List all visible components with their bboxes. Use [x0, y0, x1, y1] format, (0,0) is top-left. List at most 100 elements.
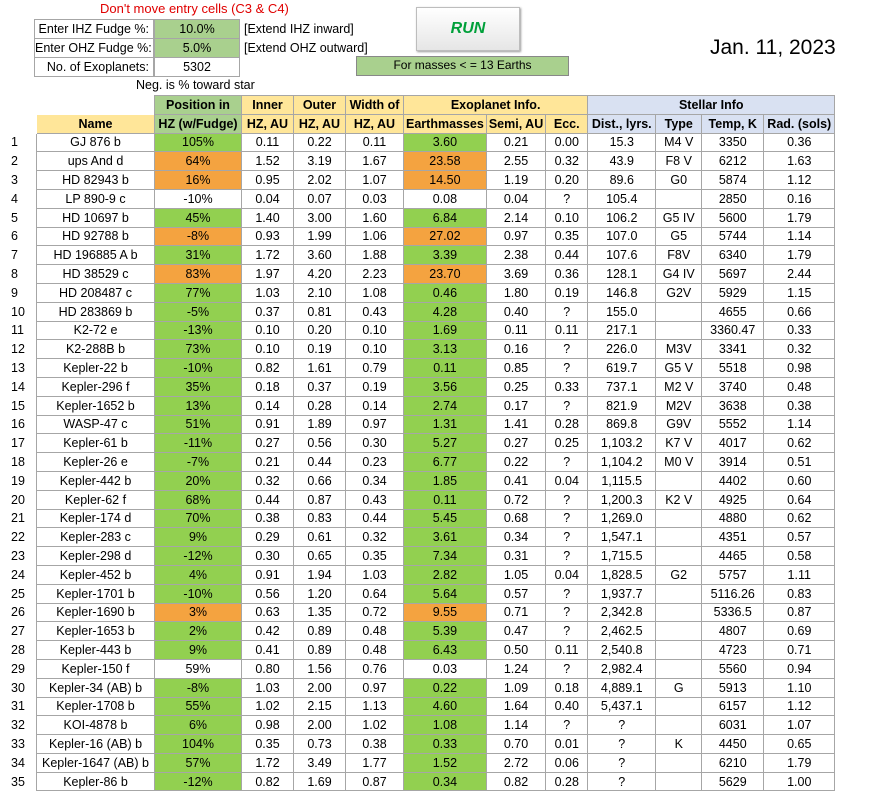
semi-major-axis-cell[interactable]: 1.64 — [485, 696, 547, 717]
semi-major-axis-cell[interactable]: 0.21 — [485, 132, 547, 153]
semi-major-axis-cell[interactable]: 0.25 — [485, 376, 547, 397]
eccentricity-cell[interactable]: ? — [545, 301, 589, 322]
star-type-cell[interactable]: K7 V — [655, 433, 703, 454]
width-hz-cell[interactable]: 0.97 — [345, 677, 404, 698]
earthmasses-cell[interactable]: 6.43 — [403, 640, 487, 660]
earthmasses-cell[interactable]: 1.85 — [403, 470, 487, 491]
row-index-cell[interactable]: 24 — [0, 565, 37, 585]
star-type-cell[interactable]: M0 V — [655, 452, 703, 472]
exoplanet-count-value[interactable]: 5302 — [154, 57, 240, 77]
planet-name-cell[interactable]: K2-288B b — [36, 339, 155, 360]
star-temp-cell[interactable]: 6210 — [701, 752, 765, 773]
star-type-cell[interactable]: G0 — [655, 170, 703, 190]
star-temp-cell[interactable]: 5874 — [701, 170, 765, 190]
star-temp-cell[interactable]: 5757 — [701, 564, 765, 585]
star-type-cell[interactable]: G4 IV — [655, 264, 703, 284]
semi-major-axis-cell[interactable]: 1.19 — [485, 170, 547, 190]
outer-hz-cell[interactable]: 0.20 — [293, 320, 346, 341]
row-index-cell[interactable]: 32 — [0, 715, 37, 735]
hz-position-cell[interactable]: 4% — [154, 564, 242, 585]
outer-hz-cell[interactable]: 0.07 — [293, 188, 346, 209]
earthmasses-cell[interactable]: 0.11 — [403, 358, 487, 378]
star-radius-cell[interactable]: 1.12 — [763, 170, 836, 190]
semi-major-axis-cell[interactable]: 0.70 — [485, 734, 547, 754]
star-radius-cell[interactable]: 0.32 — [763, 339, 836, 360]
eccentricity-cell[interactable]: 0.25 — [545, 433, 589, 454]
row-index-cell[interactable]: 13 — [0, 358, 37, 378]
star-temp-cell[interactable]: 5697 — [701, 264, 765, 284]
ohz-fudge-input[interactable]: 5.0% — [154, 38, 240, 58]
hz-position-cell[interactable]: -8% — [154, 226, 242, 247]
eccentricity-cell[interactable]: ? — [545, 489, 589, 510]
width-hz-cell[interactable]: 1.88 — [345, 245, 404, 266]
width-hz-cell[interactable]: 0.19 — [345, 376, 404, 397]
distance-cell[interactable]: 107.6 — [587, 245, 657, 266]
semi-major-axis-cell[interactable]: 1.09 — [485, 677, 547, 698]
row-index-cell[interactable]: 19 — [0, 471, 37, 491]
width-hz-cell[interactable]: 1.67 — [345, 151, 404, 172]
star-temp-cell[interactable]: 4450 — [701, 734, 765, 754]
width-hz-cell[interactable]: 0.44 — [345, 508, 404, 529]
width-hz-cell[interactable]: 1.03 — [345, 564, 404, 585]
inner-hz-cell[interactable]: 1.02 — [241, 696, 294, 717]
star-type-cell[interactable]: G5 IV — [655, 207, 703, 228]
hz-position-cell[interactable]: 35% — [154, 376, 242, 397]
semi-major-axis-cell[interactable]: 3.69 — [485, 264, 547, 284]
star-radius-cell[interactable]: 0.69 — [763, 621, 836, 642]
width-hz-cell[interactable]: 0.48 — [345, 621, 404, 642]
star-type-cell[interactable]: F8V — [655, 245, 703, 266]
outer-hz-cell[interactable]: 0.28 — [293, 395, 346, 416]
star-temp-cell[interactable]: 5600 — [701, 207, 765, 228]
earthmasses-cell[interactable]: 5.45 — [403, 508, 487, 529]
planet-name-cell[interactable]: KOI-4878 b — [36, 715, 155, 736]
star-radius-cell[interactable]: 0.94 — [763, 658, 836, 679]
eccentricity-cell[interactable]: ? — [545, 621, 589, 642]
star-temp-cell[interactable]: 5560 — [701, 658, 765, 679]
hz-position-cell[interactable]: -10% — [154, 188, 242, 209]
width-hz-cell[interactable]: 0.30 — [345, 433, 404, 454]
outer-hz-cell[interactable]: 4.20 — [293, 264, 346, 284]
eccentricity-cell[interactable]: ? — [545, 602, 589, 623]
eccentricity-cell[interactable]: 0.18 — [545, 677, 589, 698]
inner-hz-cell[interactable]: 1.03 — [241, 282, 294, 303]
row-index-cell[interactable]: 17 — [0, 433, 37, 453]
row-index-cell[interactable]: 29 — [0, 659, 37, 679]
hz-position-cell[interactable]: -8% — [154, 677, 242, 698]
distance-cell[interactable]: ? — [587, 715, 657, 736]
outer-hz-cell[interactable]: 0.22 — [293, 132, 346, 153]
earthmasses-cell[interactable]: 3.39 — [403, 245, 487, 266]
star-type-cell[interactable] — [655, 752, 703, 773]
hz-position-cell[interactable]: -11% — [154, 433, 242, 454]
hz-position-cell[interactable]: 105% — [154, 132, 242, 153]
distance-cell[interactable]: 1,937.7 — [587, 583, 657, 604]
outer-hz-cell[interactable]: 1.99 — [293, 226, 346, 247]
hz-position-cell[interactable]: 2% — [154, 621, 242, 642]
hz-position-cell[interactable]: 45% — [154, 207, 242, 228]
star-type-cell[interactable] — [655, 640, 703, 660]
planet-name-cell[interactable]: Kepler-34 (AB) b — [36, 677, 155, 698]
star-radius-cell[interactable]: 0.57 — [763, 527, 836, 548]
row-index-cell[interactable]: 30 — [0, 678, 37, 697]
row-index-cell[interactable]: 33 — [0, 734, 37, 754]
earthmasses-cell[interactable]: 3.60 — [403, 132, 487, 153]
outer-hz-cell[interactable]: 0.19 — [293, 339, 346, 360]
eccentricity-cell[interactable]: ? — [545, 358, 589, 378]
star-radius-cell[interactable]: 0.62 — [763, 508, 836, 529]
hz-position-cell[interactable]: 59% — [154, 658, 242, 679]
star-type-cell[interactable]: G — [655, 677, 703, 698]
earthmasses-cell[interactable]: 5.64 — [403, 583, 487, 604]
outer-hz-cell[interactable]: 1.35 — [293, 602, 346, 623]
star-temp-cell[interactable]: 5913 — [701, 677, 765, 698]
planet-name-cell[interactable]: Kepler-296 f — [36, 376, 155, 397]
planet-name-cell[interactable]: HD 283869 b — [36, 301, 155, 322]
inner-hz-cell[interactable]: 0.11 — [241, 132, 294, 153]
planet-name-cell[interactable]: HD 38529 c — [36, 264, 155, 284]
star-temp-cell[interactable]: 4880 — [701, 508, 765, 529]
eccentricity-cell[interactable]: 0.35 — [545, 226, 589, 247]
row-index-cell[interactable]: 18 — [0, 452, 37, 472]
outer-hz-cell[interactable]: 0.56 — [293, 433, 346, 454]
outer-hz-cell[interactable]: 1.94 — [293, 564, 346, 585]
width-hz-cell[interactable]: 0.79 — [345, 358, 404, 378]
star-type-cell[interactable] — [655, 602, 703, 623]
earthmasses-cell[interactable]: 1.31 — [403, 414, 487, 435]
